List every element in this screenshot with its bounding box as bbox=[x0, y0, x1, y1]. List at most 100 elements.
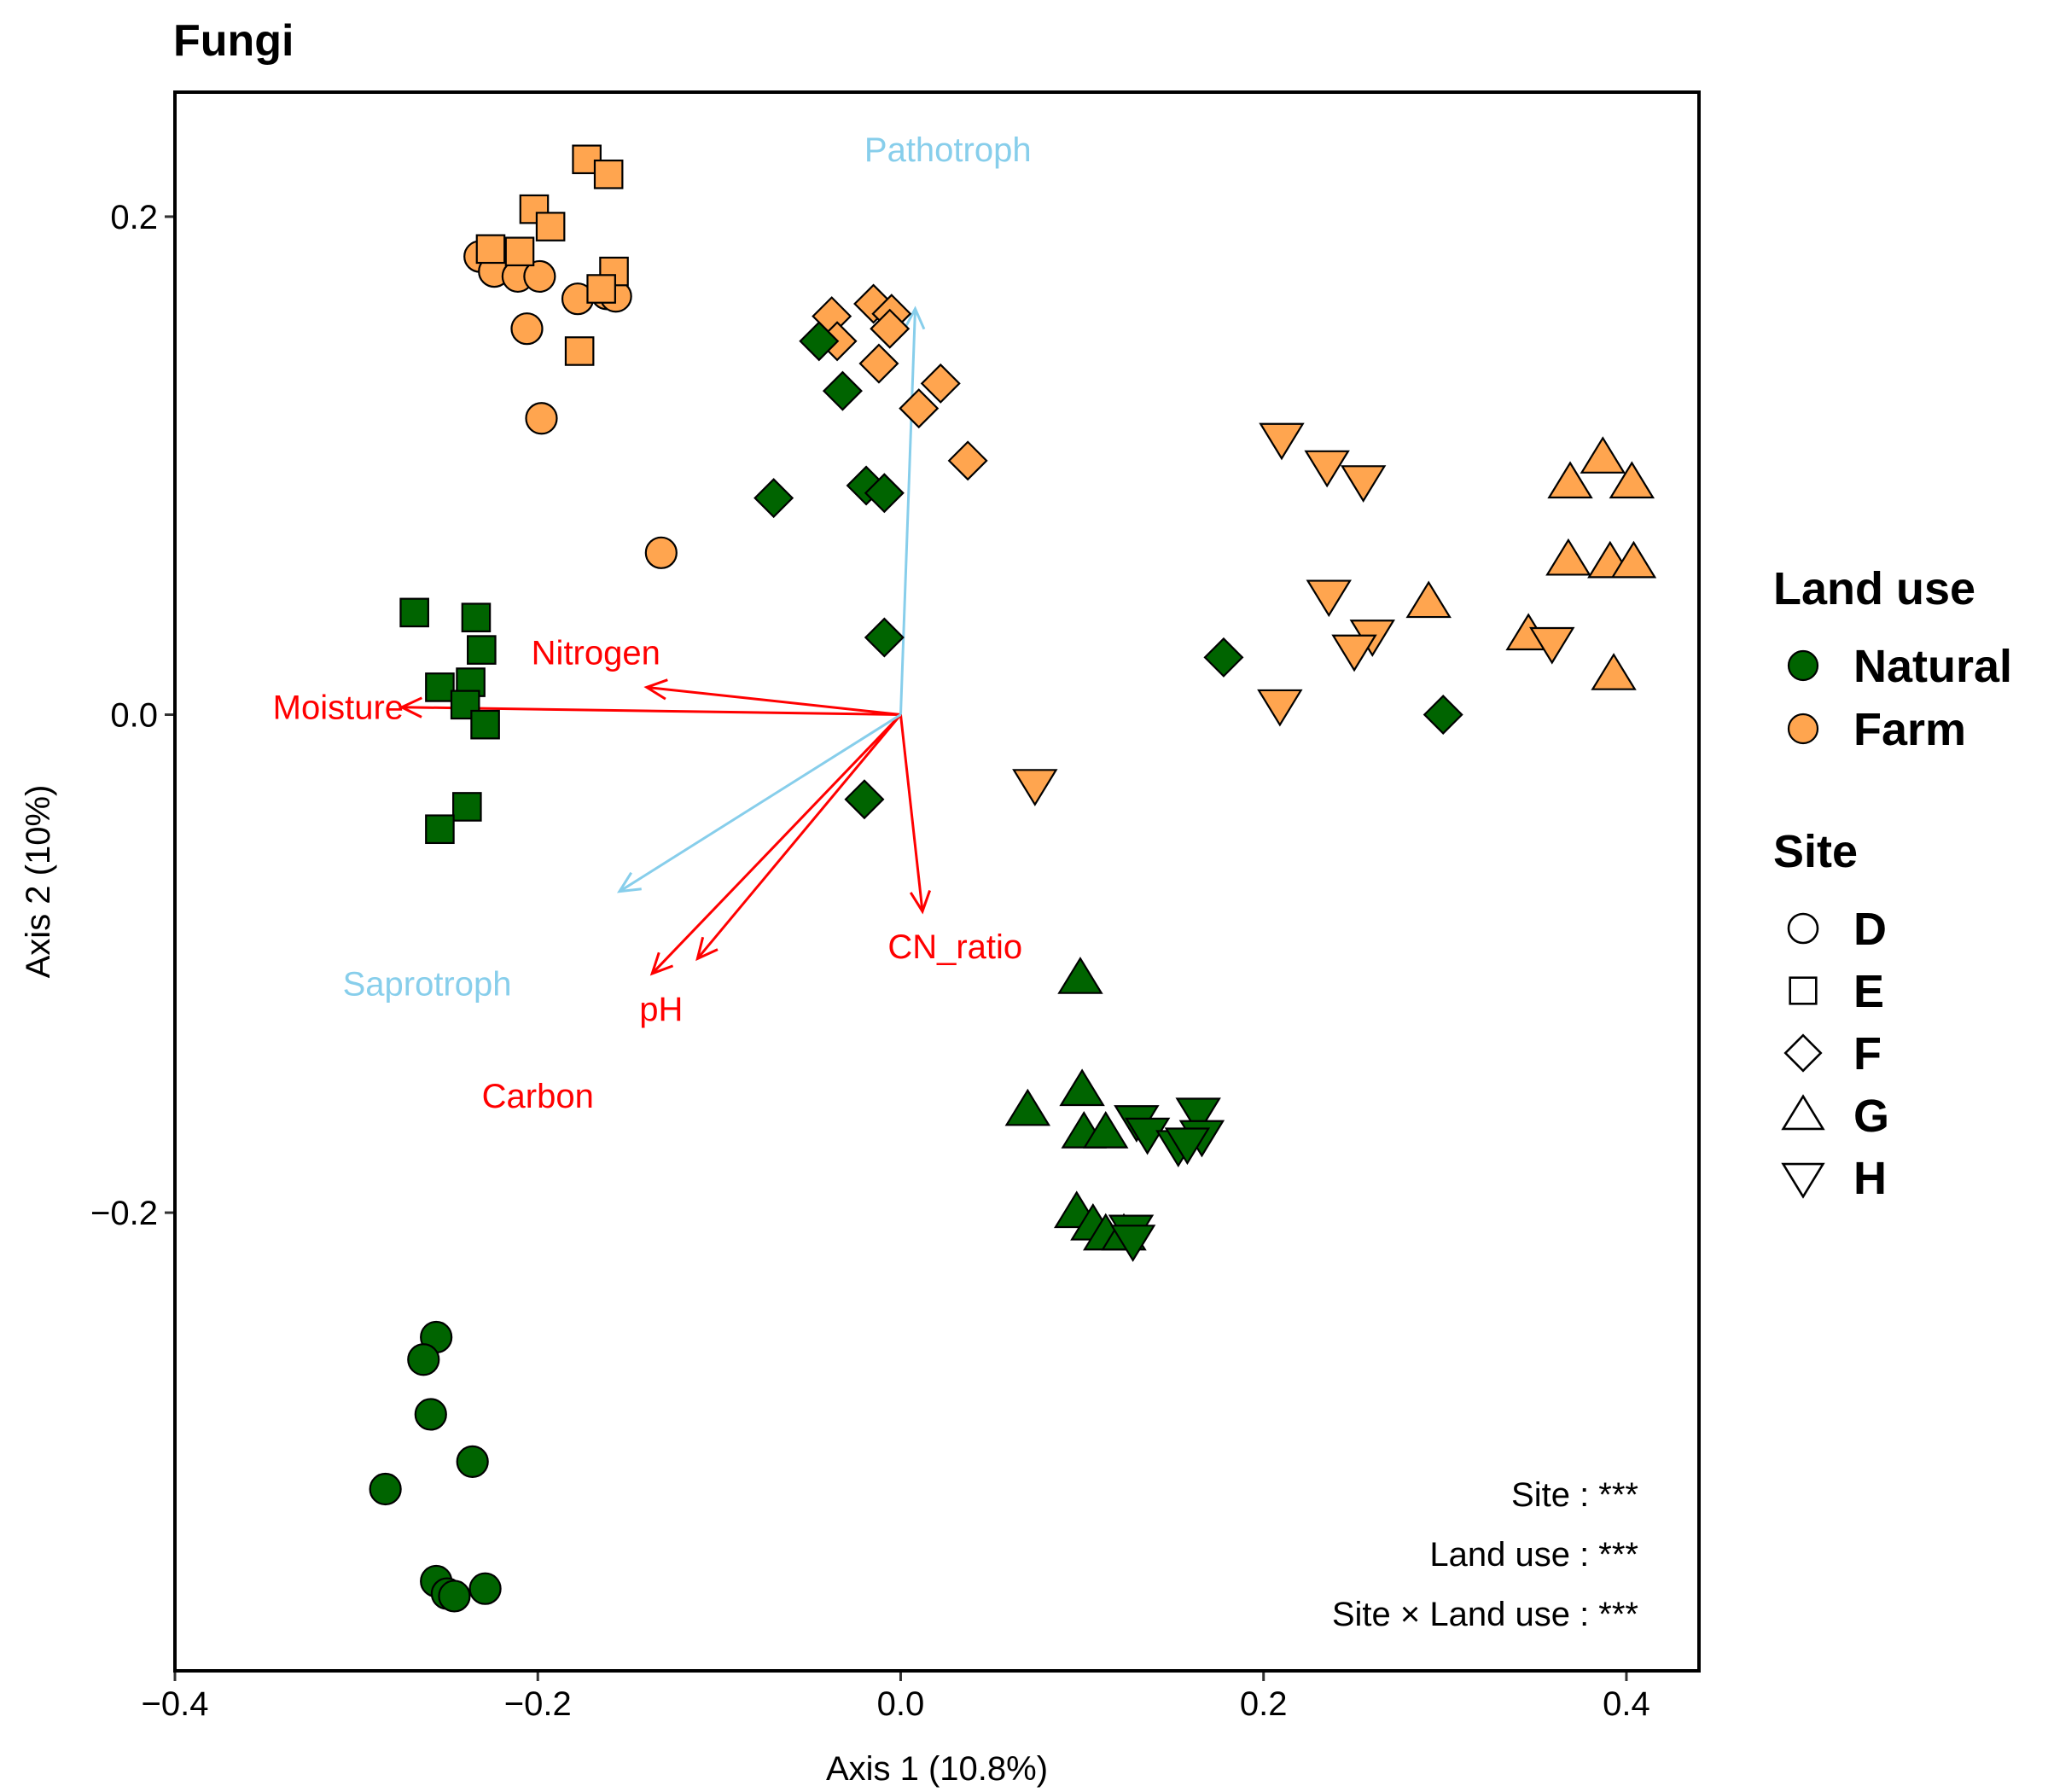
legend-key-diamond bbox=[1783, 1033, 1823, 1073]
series-site-h-farm bbox=[1012, 422, 1575, 806]
vector-shaft bbox=[646, 685, 901, 716]
vector-arrowhead bbox=[909, 889, 932, 915]
data-point bbox=[899, 388, 940, 429]
legend-key-circle bbox=[1787, 912, 1819, 945]
vector-ph: pH bbox=[639, 713, 902, 1028]
data-point bbox=[535, 212, 566, 241]
series-site-f-natural bbox=[753, 321, 1463, 820]
data-point bbox=[753, 478, 794, 519]
data-points bbox=[369, 144, 1657, 1613]
data-point bbox=[1331, 634, 1377, 672]
data-point bbox=[572, 144, 602, 175]
legend-entry-label: D bbox=[1853, 904, 1887, 955]
data-point bbox=[1340, 465, 1387, 503]
data-point bbox=[475, 234, 506, 265]
data-point bbox=[461, 602, 492, 632]
data-point bbox=[407, 1343, 440, 1376]
vector-shaft bbox=[651, 713, 902, 975]
series-site-g-farm bbox=[1405, 436, 1657, 690]
x-tick-label: 0.2 bbox=[1240, 1685, 1288, 1723]
data-point bbox=[853, 283, 894, 324]
data-point bbox=[799, 321, 840, 362]
series-site-h-natural bbox=[1108, 1097, 1225, 1262]
legend-entry-label: E bbox=[1853, 966, 1884, 1017]
vector-arrowhead bbox=[695, 936, 719, 962]
vector-label: Saprotroph bbox=[343, 966, 512, 1004]
vector-shaft bbox=[899, 714, 924, 912]
data-point bbox=[452, 792, 482, 822]
legend-key-square bbox=[1789, 976, 1818, 1005]
chart-title: Fungi bbox=[173, 16, 294, 66]
series-site-d-farm bbox=[463, 240, 678, 569]
data-point bbox=[864, 617, 905, 658]
vector-label: Moisture bbox=[273, 689, 404, 727]
data-point bbox=[1109, 1225, 1156, 1262]
legend-title: Site bbox=[1773, 826, 1858, 877]
data-point bbox=[1175, 1097, 1221, 1136]
plot-panel-border bbox=[173, 90, 1701, 1673]
vector-shaft bbox=[696, 713, 902, 960]
x-tick-label: −0.4 bbox=[142, 1685, 209, 1723]
data-point bbox=[870, 308, 911, 349]
data-point bbox=[1203, 637, 1244, 678]
data-point bbox=[1083, 1110, 1129, 1149]
legend-entry-label: Natural bbox=[1853, 641, 2012, 692]
data-point bbox=[1059, 1068, 1105, 1107]
data-point bbox=[586, 274, 616, 304]
data-point bbox=[470, 709, 500, 740]
vector-saprotroph: Saprotroph bbox=[343, 713, 902, 1004]
series-site-e-natural bbox=[399, 597, 500, 845]
data-point bbox=[1610, 540, 1657, 579]
data-point bbox=[1164, 1127, 1211, 1166]
vector-carbon: Carbon bbox=[482, 713, 902, 1115]
vector-arrowhead bbox=[616, 871, 642, 893]
vector-arrowhead bbox=[399, 696, 422, 719]
data-point bbox=[1259, 422, 1305, 461]
data-point bbox=[456, 1445, 489, 1478]
data-point bbox=[1609, 461, 1655, 499]
vector-label: Carbon bbox=[482, 1078, 594, 1115]
significance-annotation: Site × Land use : *** bbox=[1332, 1596, 1638, 1633]
legend-entry-label: Farm bbox=[1853, 704, 1966, 755]
data-point bbox=[920, 363, 961, 404]
legend-entry-label: H bbox=[1853, 1153, 1887, 1204]
axes: −0.4 −0.2 0.0 0.2 0.4 −0.2 0.0 0.2 bbox=[90, 199, 1650, 1723]
data-point bbox=[1423, 694, 1463, 736]
vector-shaft bbox=[401, 706, 901, 716]
data-point bbox=[504, 236, 535, 267]
x-tick-label: −0.2 bbox=[504, 1685, 572, 1723]
data-point bbox=[947, 440, 988, 481]
data-point bbox=[425, 814, 455, 845]
y-tick-label: 0.0 bbox=[110, 696, 158, 734]
vector-label: Nitrogen bbox=[532, 635, 660, 672]
y-tick-label: 0.2 bbox=[110, 199, 158, 236]
data-point bbox=[1580, 436, 1626, 474]
vector-pathotroph: Pathotroph bbox=[864, 131, 1032, 715]
data-point bbox=[1545, 538, 1591, 576]
significance-annotations: Site : *** Land use : *** Site × Land use … bbox=[1332, 1476, 1638, 1633]
y-axis-title: Axis 2 (10%) bbox=[20, 785, 57, 979]
significance-annotation: Site : *** bbox=[1511, 1476, 1638, 1514]
data-point bbox=[1057, 957, 1103, 994]
legend-key-triangle-up bbox=[1781, 1094, 1825, 1131]
y-tick-label: −0.2 bbox=[90, 1195, 158, 1232]
vector-label: Pathotroph bbox=[864, 131, 1032, 169]
legend-title: Land use bbox=[1773, 563, 1975, 614]
data-point bbox=[425, 672, 455, 702]
data-point bbox=[438, 1580, 471, 1613]
vector-arrowhead bbox=[643, 678, 668, 701]
series-site-e-farm bbox=[475, 144, 629, 366]
data-point bbox=[1124, 1117, 1171, 1155]
x-tick-label: 0.0 bbox=[877, 1685, 925, 1723]
vector-cn-ratio: CN_ratio bbox=[887, 714, 1022, 966]
vector-nitrogen: Nitrogen bbox=[532, 635, 901, 716]
data-point bbox=[1405, 580, 1452, 619]
series-site-d-natural bbox=[369, 1320, 502, 1613]
x-axis-title: Axis 1 (10.8%) bbox=[826, 1750, 1048, 1788]
x-tick-label: 0.4 bbox=[1603, 1685, 1650, 1723]
data-point bbox=[1547, 461, 1593, 499]
data-point bbox=[1529, 626, 1575, 665]
data-point bbox=[1304, 450, 1350, 488]
